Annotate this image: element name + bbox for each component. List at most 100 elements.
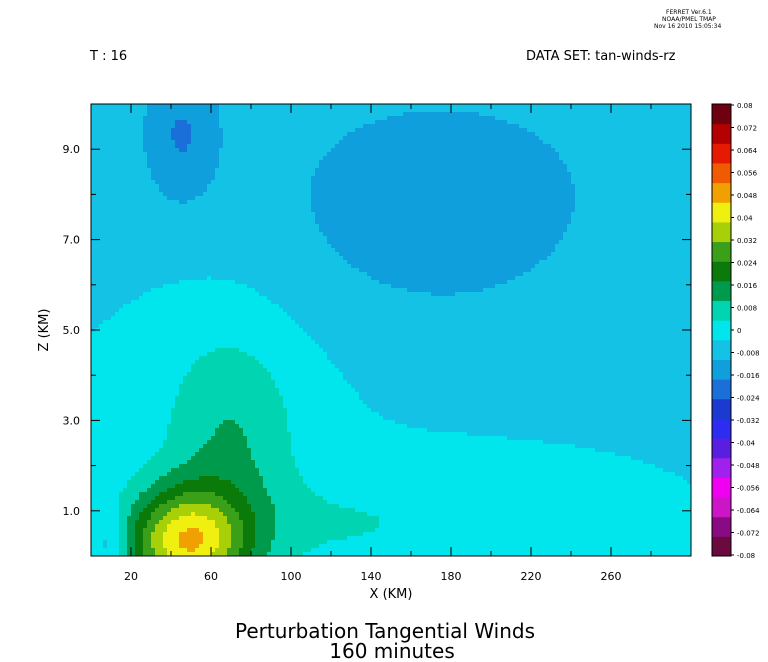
field-cell [199, 136, 204, 141]
field-cell [667, 200, 672, 205]
field-cell [419, 232, 424, 237]
field-cell [327, 116, 332, 121]
field-cell [231, 116, 236, 121]
field-cell [611, 196, 616, 201]
field-cell [383, 172, 388, 177]
field-cell [475, 112, 480, 117]
field-cell [307, 188, 312, 193]
field-cell [459, 132, 464, 137]
field-cell [443, 208, 448, 213]
field-cell [159, 160, 164, 165]
field-cell [451, 144, 456, 149]
field-cell [627, 124, 632, 129]
field-cell [355, 104, 360, 109]
field-cell [215, 160, 220, 165]
field-cell [339, 128, 344, 133]
field-cell [595, 168, 600, 173]
field-cell [523, 132, 528, 137]
field-cell [679, 216, 684, 221]
field-cell [643, 220, 648, 225]
field-cell [307, 116, 312, 121]
field-cell [579, 160, 584, 165]
field-cell [271, 164, 276, 169]
field-cell [647, 108, 652, 113]
field-cell [575, 120, 580, 125]
field-cell [475, 168, 480, 173]
field-cell [131, 196, 136, 201]
field-cell [607, 172, 612, 177]
field-cell [539, 208, 544, 213]
field-cell [183, 236, 188, 241]
field-cell [171, 204, 176, 209]
field-cell [239, 164, 244, 169]
field-cell [107, 116, 112, 121]
field-cell [99, 204, 104, 209]
field-cell [635, 196, 640, 201]
field-cell [271, 104, 276, 109]
field-cell [123, 192, 128, 197]
field-cell [251, 108, 256, 113]
field-cell [459, 164, 464, 169]
field-cell [555, 180, 560, 185]
field-cell [131, 200, 136, 205]
field-cell [667, 196, 672, 201]
field-cell [387, 180, 392, 185]
field-cell [387, 128, 392, 133]
field-cell [215, 236, 220, 241]
field-cell [207, 172, 212, 177]
field-cell [655, 192, 660, 197]
field-cell [151, 192, 156, 197]
field-cell [167, 136, 172, 141]
field-cell [111, 172, 116, 177]
field-cell [351, 124, 356, 129]
field-cell [543, 224, 548, 229]
field-cell [279, 116, 284, 121]
field-cell [503, 208, 508, 213]
field-cell [243, 204, 248, 209]
field-cell [323, 232, 328, 237]
field-cell [603, 216, 608, 221]
field-cell [475, 108, 480, 113]
field-cell [251, 188, 256, 193]
field-cell [175, 204, 180, 209]
field-cell [235, 172, 240, 177]
field-cell [111, 152, 116, 157]
field-cell [487, 136, 492, 141]
field-cell [559, 208, 564, 213]
field-cell [527, 216, 532, 221]
field-cell [363, 148, 368, 153]
field-cell [291, 168, 296, 173]
field-cell [359, 140, 364, 145]
field-cell [671, 188, 676, 193]
field-cell [435, 116, 440, 121]
field-cell [147, 196, 152, 201]
field-cell [251, 148, 256, 153]
field-cell [447, 192, 452, 197]
field-cell [127, 220, 132, 225]
field-cell [415, 136, 420, 141]
field-cell [167, 124, 172, 129]
field-cell [95, 108, 100, 113]
field-cell [347, 184, 352, 189]
field-cell [211, 160, 216, 165]
field-cell [379, 168, 384, 173]
field-cell [491, 232, 496, 237]
field-cell [283, 120, 288, 125]
field-cell [99, 228, 104, 233]
field-cell [423, 196, 428, 201]
field-cell [423, 192, 428, 197]
field-cell [219, 224, 224, 229]
field-cell [151, 164, 156, 169]
field-cell [279, 132, 284, 137]
field-cell [679, 220, 684, 225]
field-cell [119, 228, 124, 233]
field-cell [567, 152, 572, 157]
field-cell [183, 200, 188, 205]
field-cell [235, 224, 240, 229]
field-cell [355, 164, 360, 169]
field-cell [507, 124, 512, 129]
field-cell [159, 180, 164, 185]
field-cell [503, 160, 508, 165]
field-cell [279, 176, 284, 181]
field-cell [671, 136, 676, 141]
